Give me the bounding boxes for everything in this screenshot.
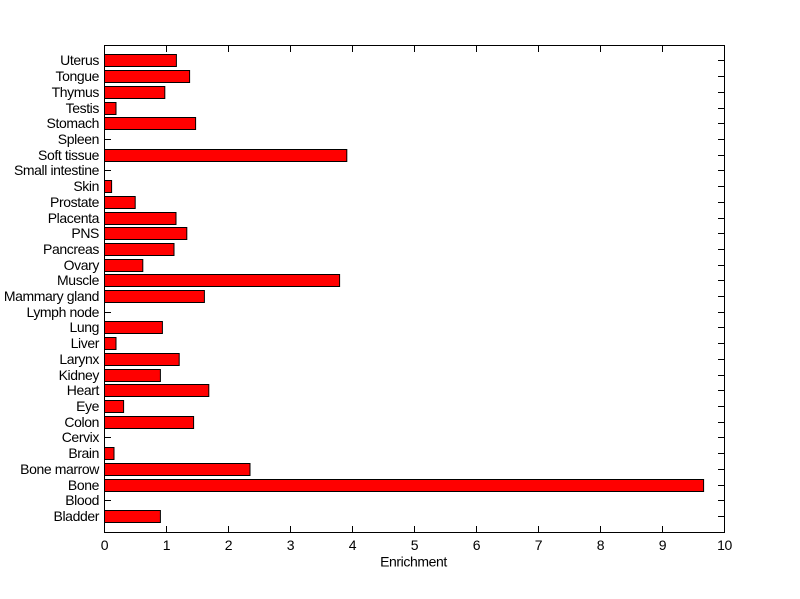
svg-text:Small intestine: Small intestine <box>14 162 100 178</box>
svg-text:4: 4 <box>349 537 357 553</box>
svg-text:10: 10 <box>717 537 732 553</box>
svg-text:Tongue: Tongue <box>55 68 99 84</box>
svg-text:Prostate: Prostate <box>50 194 100 210</box>
svg-text:6: 6 <box>473 537 481 553</box>
svg-text:Pancreas: Pancreas <box>43 241 99 257</box>
svg-text:Blood: Blood <box>65 492 99 508</box>
svg-text:Bone: Bone <box>68 477 100 493</box>
svg-text:Stomach: Stomach <box>47 115 99 131</box>
svg-text:Uterus: Uterus <box>60 52 99 68</box>
svg-text:PNS: PNS <box>71 225 99 241</box>
svg-text:Soft tissue: Soft tissue <box>38 147 100 163</box>
svg-text:Liver: Liver <box>71 335 100 351</box>
svg-text:2: 2 <box>225 537 233 553</box>
svg-text:5: 5 <box>411 537 419 553</box>
svg-text:Lung: Lung <box>69 319 99 335</box>
svg-text:Brain: Brain <box>68 445 99 461</box>
svg-text:Muscle: Muscle <box>57 272 100 288</box>
svg-text:8: 8 <box>597 537 605 553</box>
svg-text:0: 0 <box>101 537 109 553</box>
svg-text:Eye: Eye <box>76 398 100 414</box>
svg-text:Cervix: Cervix <box>62 429 100 445</box>
svg-text:Thymus: Thymus <box>52 84 100 100</box>
svg-text:1: 1 <box>163 537 171 553</box>
svg-text:Enrichment: Enrichment <box>380 554 447 570</box>
svg-text:9: 9 <box>659 537 667 553</box>
svg-text:Ovary: Ovary <box>64 257 100 273</box>
svg-text:Larynx: Larynx <box>59 351 99 367</box>
svg-text:Mammary gland: Mammary gland <box>4 288 99 304</box>
svg-text:7: 7 <box>535 537 543 553</box>
svg-text:Testis: Testis <box>66 100 100 116</box>
svg-text:Placenta: Placenta <box>48 210 100 226</box>
svg-text:Heart: Heart <box>67 382 100 398</box>
svg-text:Bladder: Bladder <box>54 508 100 524</box>
svg-text:Skin: Skin <box>73 178 99 194</box>
svg-text:Colon: Colon <box>64 414 99 430</box>
svg-text:Kidney: Kidney <box>59 367 100 383</box>
svg-text:Spleen: Spleen <box>58 131 99 147</box>
svg-text:Lymph node: Lymph node <box>26 304 99 320</box>
svg-text:3: 3 <box>287 537 295 553</box>
svg-text:Bone marrow: Bone marrow <box>20 461 100 477</box>
